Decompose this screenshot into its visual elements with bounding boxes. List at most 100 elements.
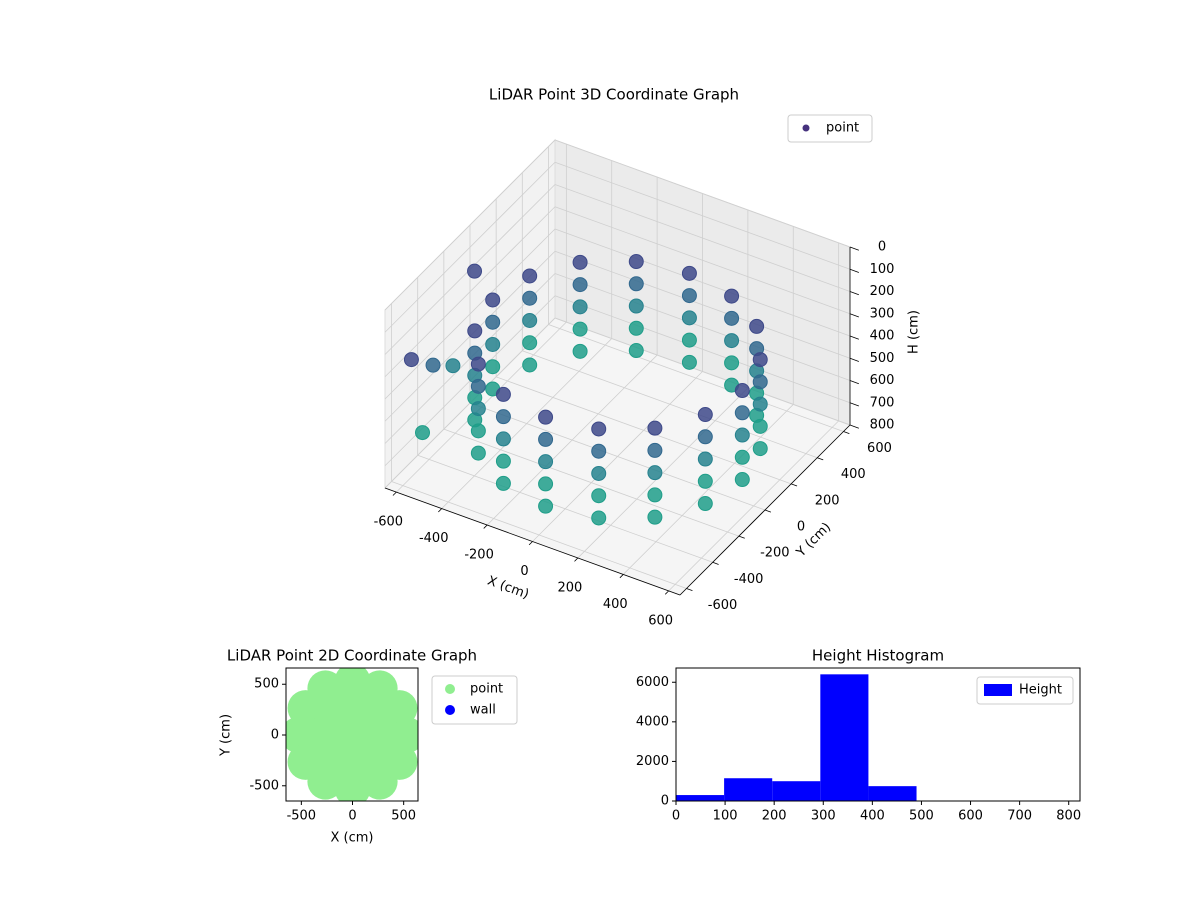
tick-mark bbox=[849, 380, 859, 385]
grid-line bbox=[554, 184, 851, 292]
y-tick-label: 2000 bbox=[636, 754, 669, 769]
grid-line bbox=[554, 317, 851, 426]
tick-mark bbox=[619, 574, 624, 579]
point bbox=[334, 717, 371, 754]
tick-mark bbox=[849, 268, 859, 273]
grid-line bbox=[554, 206, 851, 315]
chart-title: LiDAR Point 2D Coordinate Graph bbox=[227, 647, 477, 665]
x-tick-label: 0 bbox=[672, 809, 680, 824]
axes-frame bbox=[675, 667, 1081, 802]
x-tick-label: -600 bbox=[374, 515, 404, 530]
point bbox=[470, 401, 486, 417]
bar bbox=[724, 778, 773, 801]
chart-title: LiDAR Point 3D Coordinate Graph bbox=[489, 86, 739, 104]
grid-line bbox=[384, 228, 556, 400]
tick-mark bbox=[849, 357, 859, 362]
point bbox=[628, 343, 644, 359]
y-tick-label: 0 bbox=[271, 728, 279, 743]
grid-line bbox=[548, 324, 844, 432]
grid-line bbox=[554, 161, 851, 270]
tick-mark bbox=[438, 508, 443, 513]
point bbox=[752, 418, 768, 434]
point bbox=[591, 488, 607, 504]
y-tick-label: 600 bbox=[867, 441, 892, 456]
point bbox=[734, 472, 750, 488]
bar bbox=[868, 786, 917, 801]
point bbox=[752, 374, 768, 390]
point bbox=[628, 254, 644, 270]
grid-line bbox=[554, 139, 851, 248]
point bbox=[734, 449, 750, 465]
y-tick-label: -200 bbox=[760, 546, 790, 561]
point bbox=[734, 405, 750, 421]
point bbox=[495, 386, 511, 402]
tick-mark bbox=[849, 246, 859, 251]
legend-label: wall bbox=[470, 703, 496, 718]
point bbox=[681, 288, 697, 304]
point bbox=[538, 409, 554, 425]
z-tick-label: 200 bbox=[870, 284, 895, 299]
z-tick-label: 400 bbox=[870, 329, 895, 344]
point bbox=[681, 310, 697, 326]
grid-line bbox=[554, 295, 851, 404]
legend-swatch bbox=[802, 124, 810, 132]
axes-frame bbox=[285, 667, 419, 802]
z-tick-label: 500 bbox=[870, 351, 895, 366]
point bbox=[495, 409, 511, 425]
point bbox=[697, 451, 713, 467]
legend-swatch bbox=[984, 684, 1012, 696]
point bbox=[697, 407, 713, 423]
point bbox=[538, 454, 554, 470]
z-tick-label: 600 bbox=[870, 373, 895, 388]
tick-mark bbox=[764, 509, 772, 513]
point bbox=[681, 332, 697, 348]
point bbox=[470, 356, 486, 372]
point bbox=[591, 465, 607, 481]
point bbox=[485, 336, 501, 352]
point bbox=[591, 510, 607, 526]
point bbox=[628, 298, 644, 314]
x-tick-label: 0 bbox=[348, 809, 356, 824]
point bbox=[470, 445, 486, 461]
point bbox=[724, 288, 740, 304]
point bbox=[572, 321, 588, 337]
z-tick-label: 300 bbox=[870, 306, 895, 321]
point bbox=[591, 421, 607, 437]
y-tick-label: -600 bbox=[708, 598, 738, 613]
y-tick-label: 0 bbox=[797, 520, 805, 535]
point bbox=[697, 473, 713, 489]
legend-label: point bbox=[826, 121, 859, 136]
axis-line bbox=[384, 487, 681, 596]
point bbox=[495, 475, 511, 491]
point bbox=[467, 323, 483, 339]
grid-line bbox=[443, 428, 739, 537]
tick-mark bbox=[664, 590, 669, 595]
grid-line bbox=[384, 206, 556, 378]
point bbox=[752, 352, 768, 368]
tick-mark bbox=[817, 457, 824, 461]
point bbox=[538, 498, 554, 514]
tick-mark bbox=[849, 313, 859, 318]
x-tick-label: 200 bbox=[557, 580, 582, 595]
point bbox=[734, 383, 750, 399]
point bbox=[495, 431, 511, 447]
point bbox=[749, 318, 765, 334]
point bbox=[538, 476, 554, 492]
point bbox=[628, 276, 644, 292]
point bbox=[572, 299, 588, 315]
tick-mark bbox=[483, 524, 488, 529]
x-tick-label: 300 bbox=[811, 809, 836, 824]
bar bbox=[772, 781, 821, 801]
y-axis-label: Y (cm) bbox=[219, 714, 234, 757]
x-tick-label: 500 bbox=[909, 809, 934, 824]
z-tick-label: 100 bbox=[870, 262, 895, 277]
point bbox=[470, 423, 486, 439]
point bbox=[538, 431, 554, 447]
tick-mark bbox=[849, 291, 859, 296]
point bbox=[522, 312, 538, 328]
point bbox=[647, 509, 663, 525]
y-tick-label: -500 bbox=[249, 778, 279, 793]
grid-line bbox=[417, 454, 713, 563]
point bbox=[752, 396, 768, 412]
tick-mark bbox=[843, 431, 850, 435]
